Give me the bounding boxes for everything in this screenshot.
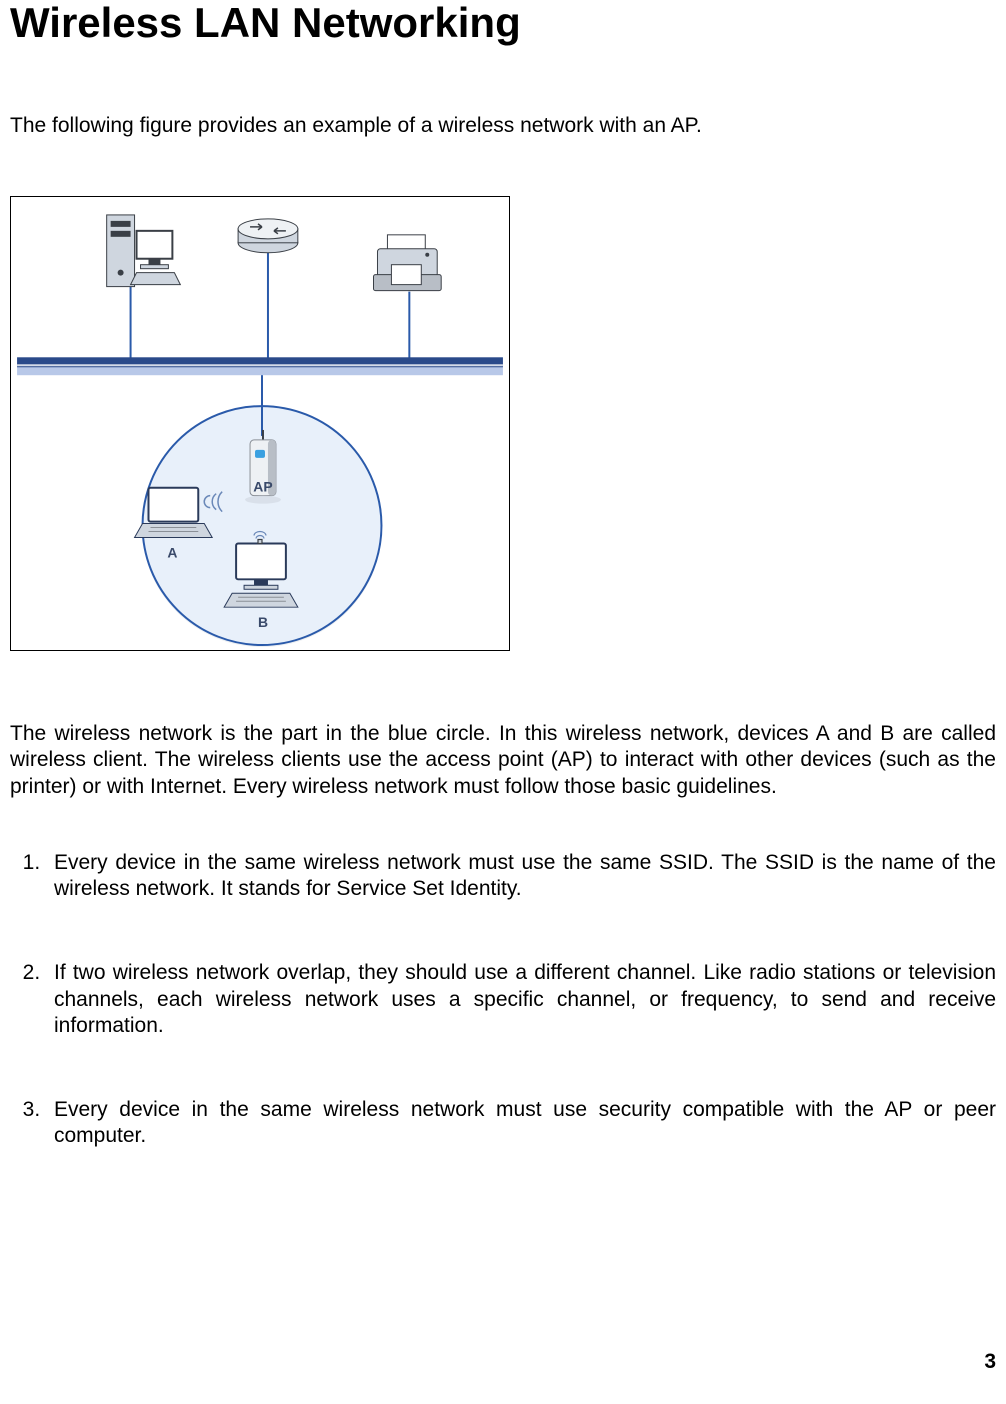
guideline-item: Every device in the same wireless networ… <box>46 850 996 903</box>
ap-label: AP <box>253 479 272 495</box>
page: Wireless LAN Networking The following fi… <box>0 0 1006 1404</box>
laptop-label: A <box>167 545 177 561</box>
guideline-item: Every device in the same wireless networ… <box>46 1097 996 1150</box>
desktop-label: B <box>258 614 268 630</box>
after-figure-paragraph: The wireless network is the part in the … <box>10 721 996 800</box>
router-icon <box>238 219 298 253</box>
server-icon <box>107 215 181 287</box>
guidelines-list: Every device in the same wireless networ… <box>10 850 996 1150</box>
figure-svg: AP A <box>11 197 509 650</box>
backbone-highlight <box>17 364 503 366</box>
intro-paragraph: The following figure provides an example… <box>10 114 996 138</box>
printer-icon <box>373 235 441 291</box>
network-figure: AP A <box>10 196 510 651</box>
guideline-item: If two wireless network overlap, they sh… <box>46 960 996 1039</box>
page-title: Wireless LAN Networking <box>10 0 996 46</box>
page-number: 3 <box>984 1350 996 1374</box>
